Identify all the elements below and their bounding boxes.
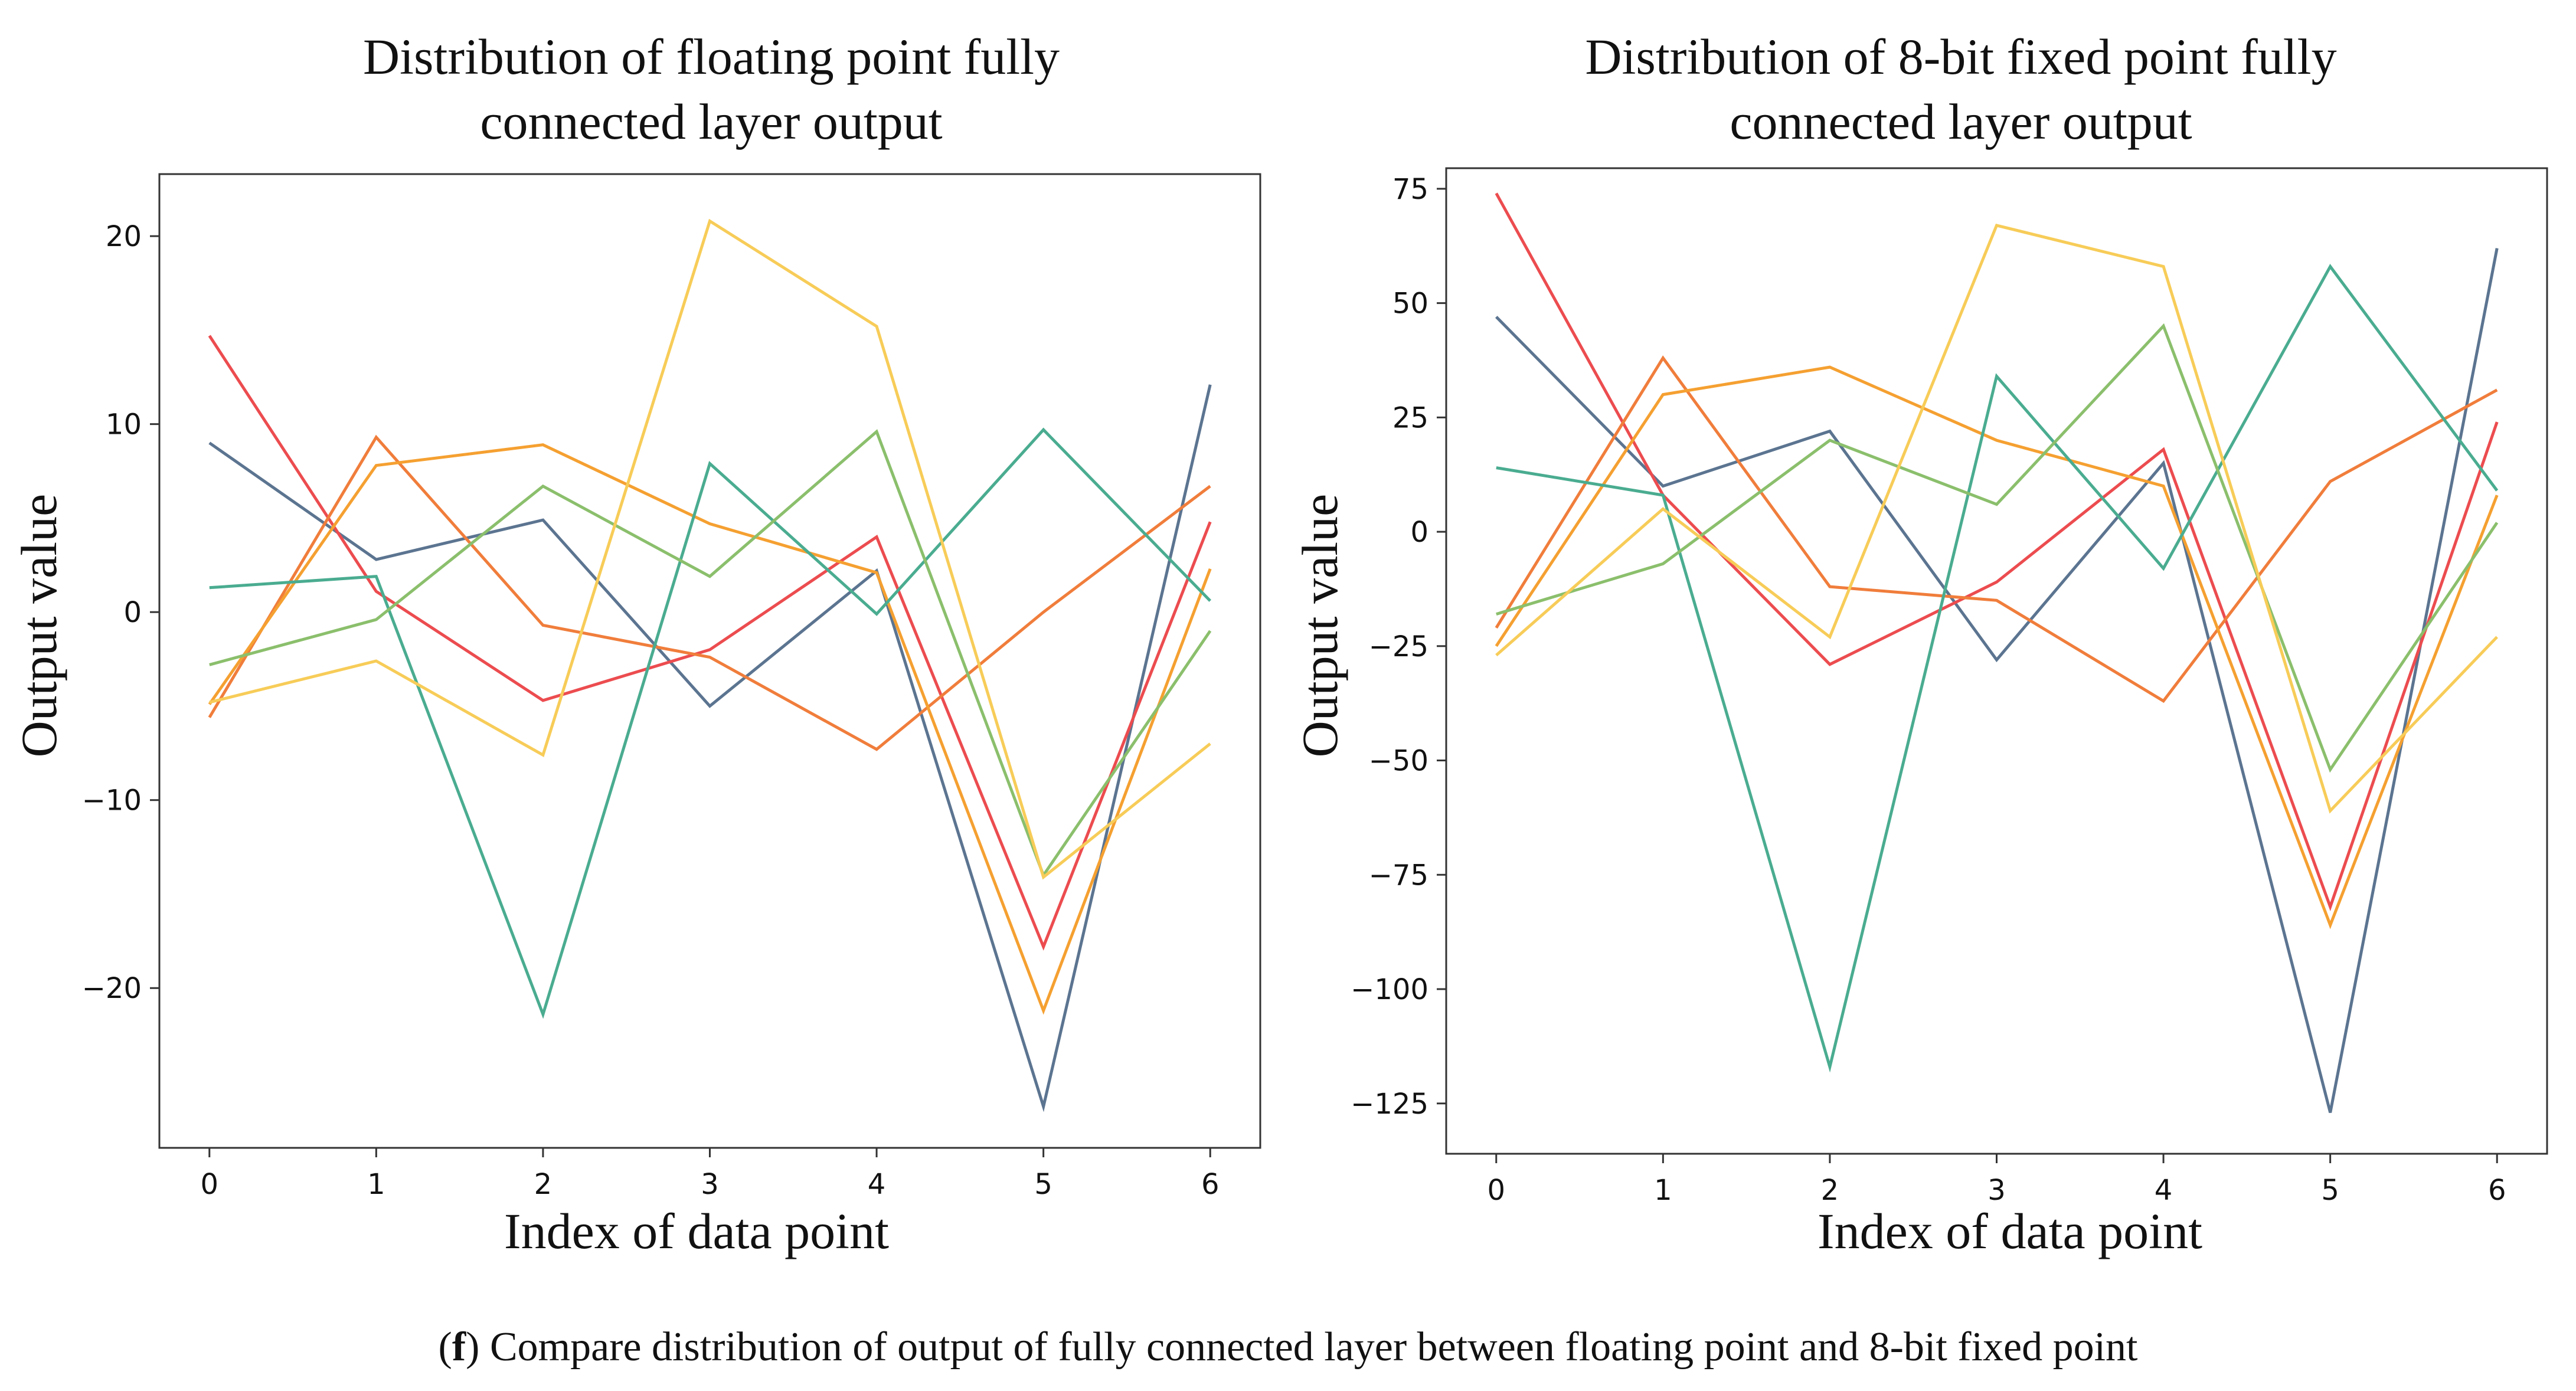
float-chart-series-green (209, 429, 1212, 879)
fixed-chart-series-dark-orange (1495, 355, 2498, 703)
fixed-chart-y-tick-label: 25 (1392, 401, 1428, 434)
fixed-chart-series-red (1495, 192, 2499, 911)
float-chart-x-tick-label: 6 (1201, 1168, 1220, 1201)
float-chart-x-axis-label: Index of data point (504, 1203, 889, 1259)
float-chart-x-tick-label: 2 (534, 1168, 553, 1201)
fixed-chart-series-green (1496, 323, 2499, 773)
float-chart-title-line-1: Distribution of floating point fully (363, 28, 1060, 85)
float-chart-series (208, 218, 1212, 1112)
fixed-chart-series-orange (1495, 365, 2499, 929)
float-chart-ticks: 0 1 2 3 4 5 6 −20 −10 0 10 20 (82, 220, 1220, 1201)
fixed-chart-title-line-2: connected layer output (1730, 93, 2192, 150)
fixed-chart-y-tick-label: 75 (1392, 173, 1428, 206)
figure-caption: (f) Compare distribution of output of fu… (439, 1324, 2139, 1370)
float-chart-y-axis-label: Output value (11, 494, 67, 758)
fixed-chart-ticks: 0 1 2 3 4 5 6 −125 −100 −75 −50 −25 0 25 50 75 (1351, 173, 2506, 1207)
caption-open-paren: ( (439, 1324, 452, 1370)
float-chart-y-tick-label: −20 (82, 972, 142, 1005)
fixed-chart-series-teal (1496, 263, 2499, 1073)
float-chart-y-tick-label: 10 (106, 408, 142, 441)
float-chart-series-dark-orange (208, 434, 1211, 751)
float-chart-x-tick-label: 0 (200, 1168, 218, 1201)
float-chart-plot-frame (158, 173, 1261, 1149)
fixed-chart-x-axis-label: Index of data point (1817, 1203, 2202, 1259)
caption-close-paren: ) (466, 1324, 479, 1370)
fixed-chart-x-tick-label: 0 (1487, 1174, 1505, 1207)
fixed-chart-y-tick-label: −125 (1351, 1088, 1428, 1121)
fixed-chart-y-axis-label: Output value (1292, 494, 1348, 758)
fixed-chart-series-slate (1495, 248, 2499, 1113)
fixed-chart-x-tick-label: 5 (2321, 1174, 2339, 1207)
float-chart-series-yellow (209, 218, 1211, 880)
float-chart-series-orange (208, 443, 1212, 1015)
float-chart-series-red (208, 335, 1212, 951)
fixed-chart-y-tick-label: 50 (1392, 287, 1428, 320)
fixed-chart-title-line-1: Distribution of 8-bit fixed point fully (1585, 28, 2336, 85)
float-chart-x-tick-label: 4 (868, 1168, 886, 1201)
fixed-chart-y-tick-label: −25 (1369, 630, 1428, 663)
float-chart-x-tick-label: 1 (367, 1168, 385, 1201)
float-chart: Distribution of floating point fully con… (11, 28, 1261, 1259)
fixed-chart-x-tick-label: 3 (1987, 1174, 2006, 1207)
float-chart-y-tick-label: 20 (106, 220, 142, 253)
float-chart-series-teal (209, 427, 1211, 1019)
fixed-chart-y-tick-label: −100 (1351, 973, 1428, 1006)
float-chart-series-slate (208, 384, 1212, 1112)
fixed-chart-y-tick-label: 0 (1410, 516, 1428, 549)
fixed-chart-series-yellow (1495, 223, 2499, 814)
float-chart-title-line-2: connected layer output (480, 93, 942, 150)
fixed-chart-series (1495, 192, 2499, 1113)
caption-label: f (452, 1324, 466, 1370)
float-chart-y-tick-label: 0 (123, 596, 142, 629)
fixed-chart-x-tick-label: 1 (1654, 1174, 1672, 1207)
fixed-chart-x-tick-label: 6 (2488, 1174, 2506, 1207)
fixed-chart: Distribution of 8-bit fixed point fully … (1292, 28, 2548, 1259)
fixed-chart-y-tick-label: −50 (1369, 745, 1428, 778)
fixed-chart-x-tick-label: 2 (1821, 1174, 1839, 1207)
fixed-chart-plot-frame (1445, 167, 2548, 1155)
fixed-chart-y-tick-label: −75 (1369, 859, 1428, 892)
float-chart-x-tick-label: 3 (701, 1168, 719, 1201)
float-chart-y-tick-label: −10 (82, 784, 142, 817)
fixed-chart-x-tick-label: 4 (2155, 1174, 2173, 1207)
float-chart-x-tick-label: 5 (1034, 1168, 1052, 1201)
caption-text: Compare distribution of output of fully … (479, 1324, 2138, 1370)
